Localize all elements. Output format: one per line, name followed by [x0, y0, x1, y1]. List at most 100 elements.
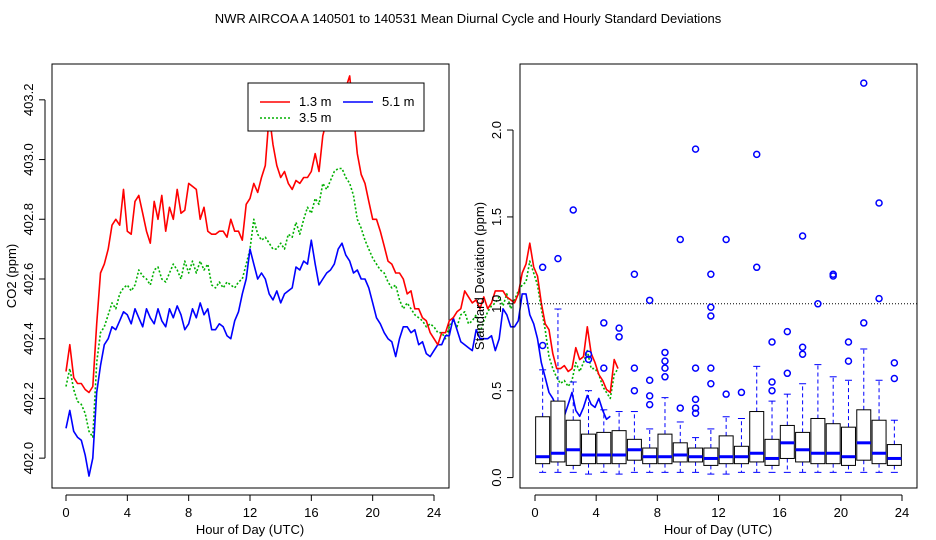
box-hour-23.5 [886, 359, 902, 473]
outlier-point [860, 319, 868, 327]
outlier-point [798, 343, 807, 351]
box-hour-3.5 [581, 350, 597, 475]
left-y-axis-label: CO2 (ppm) [4, 244, 19, 308]
outlier-point [707, 303, 715, 312]
box-hour-22.5 [871, 199, 887, 473]
outlier-point [752, 150, 761, 159]
right-x-tick-label: 8 [654, 505, 661, 520]
outlier-point [707, 270, 715, 279]
box-iqr [840, 426, 856, 466]
right-x-tick-label: 24 [895, 505, 909, 520]
right-x-tick-label: 4 [593, 505, 600, 520]
box-hour-16.5 [779, 327, 795, 473]
box-iqr [550, 400, 566, 463]
box-iqr [749, 411, 765, 463]
outlier-point [676, 235, 685, 244]
right-y-tick-label: 2.0 [489, 121, 504, 139]
right-y-tick-label: 1.0 [489, 295, 504, 313]
right-x-tick-label: 0 [531, 505, 538, 520]
outlier-point [661, 348, 669, 357]
box-iqr [535, 416, 551, 465]
outlier-point [691, 395, 700, 404]
box-hour-12.5 [718, 235, 734, 475]
box-iqr [856, 409, 872, 461]
outlier-point [783, 369, 792, 378]
left-x-tick-label: 20 [365, 505, 379, 520]
outlier-point [798, 232, 807, 240]
outlier-point [722, 235, 730, 244]
outlier-point [584, 350, 593, 358]
box-hour-7.5 [642, 296, 658, 473]
outlier-point [569, 206, 577, 214]
box-hour-11.5 [703, 270, 719, 475]
boxplots [535, 79, 902, 475]
outlier-point [615, 333, 623, 341]
outlier-point [661, 373, 669, 381]
left-x-tick-label: 24 [427, 505, 441, 520]
outlier-point [676, 404, 685, 412]
outlier-point [722, 390, 730, 398]
left-plot-frame [51, 63, 450, 489]
outlier-point [645, 376, 654, 385]
outlier-point [860, 79, 868, 87]
right-y-axis-label: Standard Deviation (ppm) [472, 202, 487, 350]
left-y-tick-label: 402.2 [21, 382, 36, 415]
box-iqr [764, 438, 780, 466]
right-y-tick-label: 0.0 [489, 469, 504, 487]
box-iqr [795, 431, 811, 463]
box-hour-5.5 [611, 324, 627, 475]
box-iqr [672, 442, 688, 463]
box-iqr [657, 433, 673, 465]
outlier-point [890, 374, 899, 383]
right-y-tick-label: 0.5 [489, 382, 504, 400]
outlier-point [661, 364, 669, 372]
outlier-point [737, 388, 746, 397]
outlier-point [691, 145, 700, 153]
outlier-point [707, 379, 715, 388]
outlier-point [584, 355, 593, 364]
legend-label-1-3m: 1.3 m [299, 94, 332, 109]
box-iqr [596, 431, 612, 465]
box-hour-13.5 [733, 388, 749, 473]
outlier-point [829, 270, 837, 279]
box-hour-19.5 [825, 270, 841, 473]
box-iqr [810, 417, 826, 465]
left-y-tick-label: 402.8 [21, 203, 36, 236]
left-y-axis: 402.0 402.2 402.4 402.6 402.8 403.0 403.2 [21, 84, 46, 474]
box-iqr [718, 435, 734, 465]
outlier-point [768, 386, 776, 395]
box-iqr [565, 419, 581, 466]
outlier-point [691, 364, 700, 372]
series-line-3-5-m [65, 167, 619, 439]
left-x-tick-label: 8 [185, 505, 192, 520]
outlier-point [768, 338, 776, 346]
right-x-axis: 0 4 8 12 16 20 24 [531, 494, 909, 520]
box-iqr [825, 423, 841, 465]
left-x-axis-label: Hour of Day (UTC) [196, 522, 304, 537]
left-series-lines [65, 75, 619, 477]
legend-box [247, 82, 425, 132]
box-iqr [581, 433, 597, 465]
box-hour-17.5 [795, 232, 811, 473]
box-hour-21.5 [856, 79, 872, 473]
outlier-point [600, 364, 608, 372]
legend-label-5-1m: 5.1 m [382, 94, 415, 109]
box-hour-10.5 [688, 145, 704, 473]
box-iqr [688, 447, 704, 463]
outlier-point [630, 270, 639, 279]
left-x-axis: 0 4 8 12 16 20 24 [62, 494, 441, 520]
outlier-point [645, 400, 654, 409]
outlier-point [538, 341, 547, 350]
outlier-point [844, 357, 853, 365]
box-hour-8.5 [657, 348, 673, 473]
box-hour-18.5 [810, 300, 826, 473]
right-y-axis: 0.0 0.5 1.0 1.5 2.0 [489, 121, 514, 487]
chart-title: NWR AIRCOA A 140501 to 140531 Mean Diurn… [215, 11, 722, 26]
outlier-point [707, 364, 715, 372]
outlier-point [554, 254, 562, 263]
left-x-tick-label: 0 [62, 505, 69, 520]
box-hour-0.5 [535, 263, 551, 473]
box-hour-14.5 [749, 150, 765, 473]
legend-label-3-5m: 3.5 m [299, 110, 332, 125]
box-hour-20.5 [840, 338, 856, 473]
